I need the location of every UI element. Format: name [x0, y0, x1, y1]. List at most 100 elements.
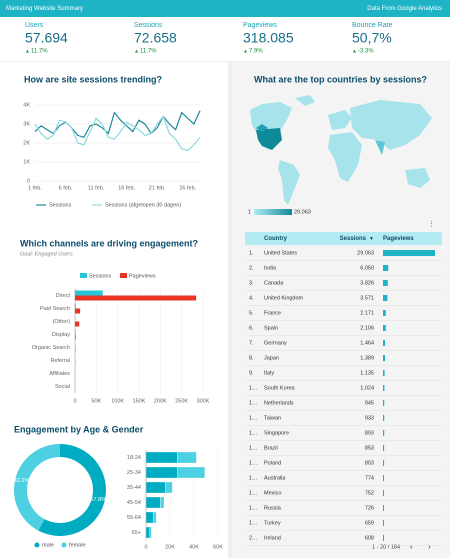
col-header[interactable]: Pageviews — [383, 236, 414, 242]
pageviews-bar — [383, 535, 384, 541]
x-tick-label: 300K — [197, 398, 210, 404]
row-rank: 1… — [249, 445, 258, 451]
row-sessions: 752 — [365, 490, 374, 496]
prev-page[interactable]: ‹ — [410, 542, 413, 551]
y-tick-label: 3K — [23, 121, 30, 127]
bar — [177, 466, 205, 479]
map-legend-max: 29.063 — [294, 209, 311, 215]
united-states — [256, 128, 282, 150]
pageviews-bar — [383, 520, 384, 526]
pageviews-bar — [383, 370, 385, 376]
y-tick-label: 0 — [27, 178, 30, 184]
x-tick-label: 21 feb. — [149, 185, 166, 191]
row-sessions: 726 — [365, 505, 374, 511]
kpi-value: 72.658 — [134, 30, 177, 46]
bar — [75, 295, 197, 301]
bar — [75, 321, 80, 327]
row-sessions: 893 — [365, 430, 374, 436]
row-country: United States — [264, 250, 297, 256]
chart-subtitle: Goal: Engaged Users — [20, 251, 73, 257]
pageviews-bar — [383, 310, 386, 316]
pageviews-bar — [383, 280, 388, 286]
row-rank: 2… — [249, 535, 258, 541]
row-country: Japan — [264, 355, 279, 361]
y-tick-label: 18-24 — [127, 455, 141, 461]
chart-title: Engagement by Age & Gender — [14, 424, 144, 434]
bar — [145, 526, 150, 539]
row-country: Taiwan — [264, 415, 281, 421]
legend-swatch — [80, 273, 87, 278]
row-rank: 3. — [249, 280, 254, 286]
header-bar — [0, 0, 450, 17]
row-country: United Kingdom — [264, 295, 304, 301]
x-tick-label: 6 feb. — [59, 185, 73, 191]
x-tick-label: 16 feb. — [118, 185, 135, 191]
bar — [165, 481, 173, 494]
x-tick-label: 100K — [111, 398, 124, 404]
pageviews-bar — [383, 460, 385, 466]
y-tick-label: 1K — [23, 159, 30, 165]
sort-icon[interactable]: ▼ — [369, 236, 374, 242]
pageviews-bar — [383, 445, 385, 451]
x-tick-label: 0 — [73, 398, 76, 404]
row-rank: 5. — [249, 310, 254, 316]
row-rank: 1… — [249, 415, 258, 421]
y-tick-label: 25-34 — [127, 470, 141, 476]
next-page[interactable]: › — [428, 542, 431, 551]
row-rank: 1… — [249, 460, 258, 466]
bar — [75, 290, 103, 296]
legend-label: Sessions — [49, 202, 72, 208]
row-rank: 7. — [249, 340, 254, 346]
row-rank: 6. — [249, 325, 254, 331]
pagination: 1 - 20 / 184 — [372, 544, 400, 550]
x-tick-label: 20K — [165, 544, 175, 550]
row-sessions: 1.024 — [360, 385, 374, 391]
row-rank: 1. — [249, 250, 254, 256]
pie-slice — [14, 444, 61, 531]
map-legend-scale — [254, 209, 292, 215]
bar — [153, 511, 157, 524]
row-country: India — [264, 265, 277, 271]
row-sessions: 3.571 — [360, 295, 374, 301]
kpi-delta-icon: ▲ — [352, 48, 357, 54]
bar — [75, 303, 76, 309]
row-rank: 1… — [249, 490, 258, 496]
row-country: Australia — [264, 475, 286, 481]
row-sessions: 933 — [365, 415, 374, 421]
row-rank: 9. — [249, 370, 254, 376]
bar — [145, 466, 178, 479]
pageviews-bar — [383, 490, 384, 496]
asia — [350, 100, 432, 150]
pageviews-bar — [383, 250, 435, 256]
legend-label: Sessions (afgelopen 30 dagen) — [105, 202, 181, 208]
more-icon[interactable]: ⋮ — [428, 221, 435, 228]
india — [375, 140, 385, 155]
row-sessions: 2.106 — [360, 325, 374, 331]
row-country: South Korea — [264, 385, 296, 391]
row-sessions: 3.826 — [360, 280, 374, 286]
row-country: Singapore — [264, 430, 289, 436]
y-tick-label: Referral — [50, 358, 70, 364]
pageviews-bar — [383, 355, 385, 361]
row-country: Brazil — [264, 445, 278, 451]
row-sessions: 774 — [365, 475, 374, 481]
line-series — [34, 115, 201, 152]
row-country: Netherlands — [264, 400, 294, 406]
bar — [145, 481, 166, 494]
slice-label: 42.2% — [14, 478, 30, 484]
map-legend-min: 1 — [248, 209, 251, 215]
y-tick-label: Affiliates — [49, 371, 70, 377]
row-country: Spain — [264, 325, 278, 331]
pageviews-bar — [383, 430, 385, 436]
row-rank: 1… — [249, 385, 258, 391]
y-tick-label: Paid Search — [40, 306, 70, 312]
col-header[interactable]: Sessions — [340, 236, 367, 242]
slice-label: 57.8% — [91, 497, 107, 503]
col-header[interactable]: Country — [264, 236, 288, 242]
row-rank: 1… — [249, 475, 258, 481]
x-tick-label: 200K — [154, 398, 167, 404]
bar — [145, 511, 154, 524]
y-tick-label: 45-54 — [127, 500, 141, 506]
x-tick-label: 150K — [133, 398, 146, 404]
y-tick-label: 55-64 — [127, 515, 141, 521]
